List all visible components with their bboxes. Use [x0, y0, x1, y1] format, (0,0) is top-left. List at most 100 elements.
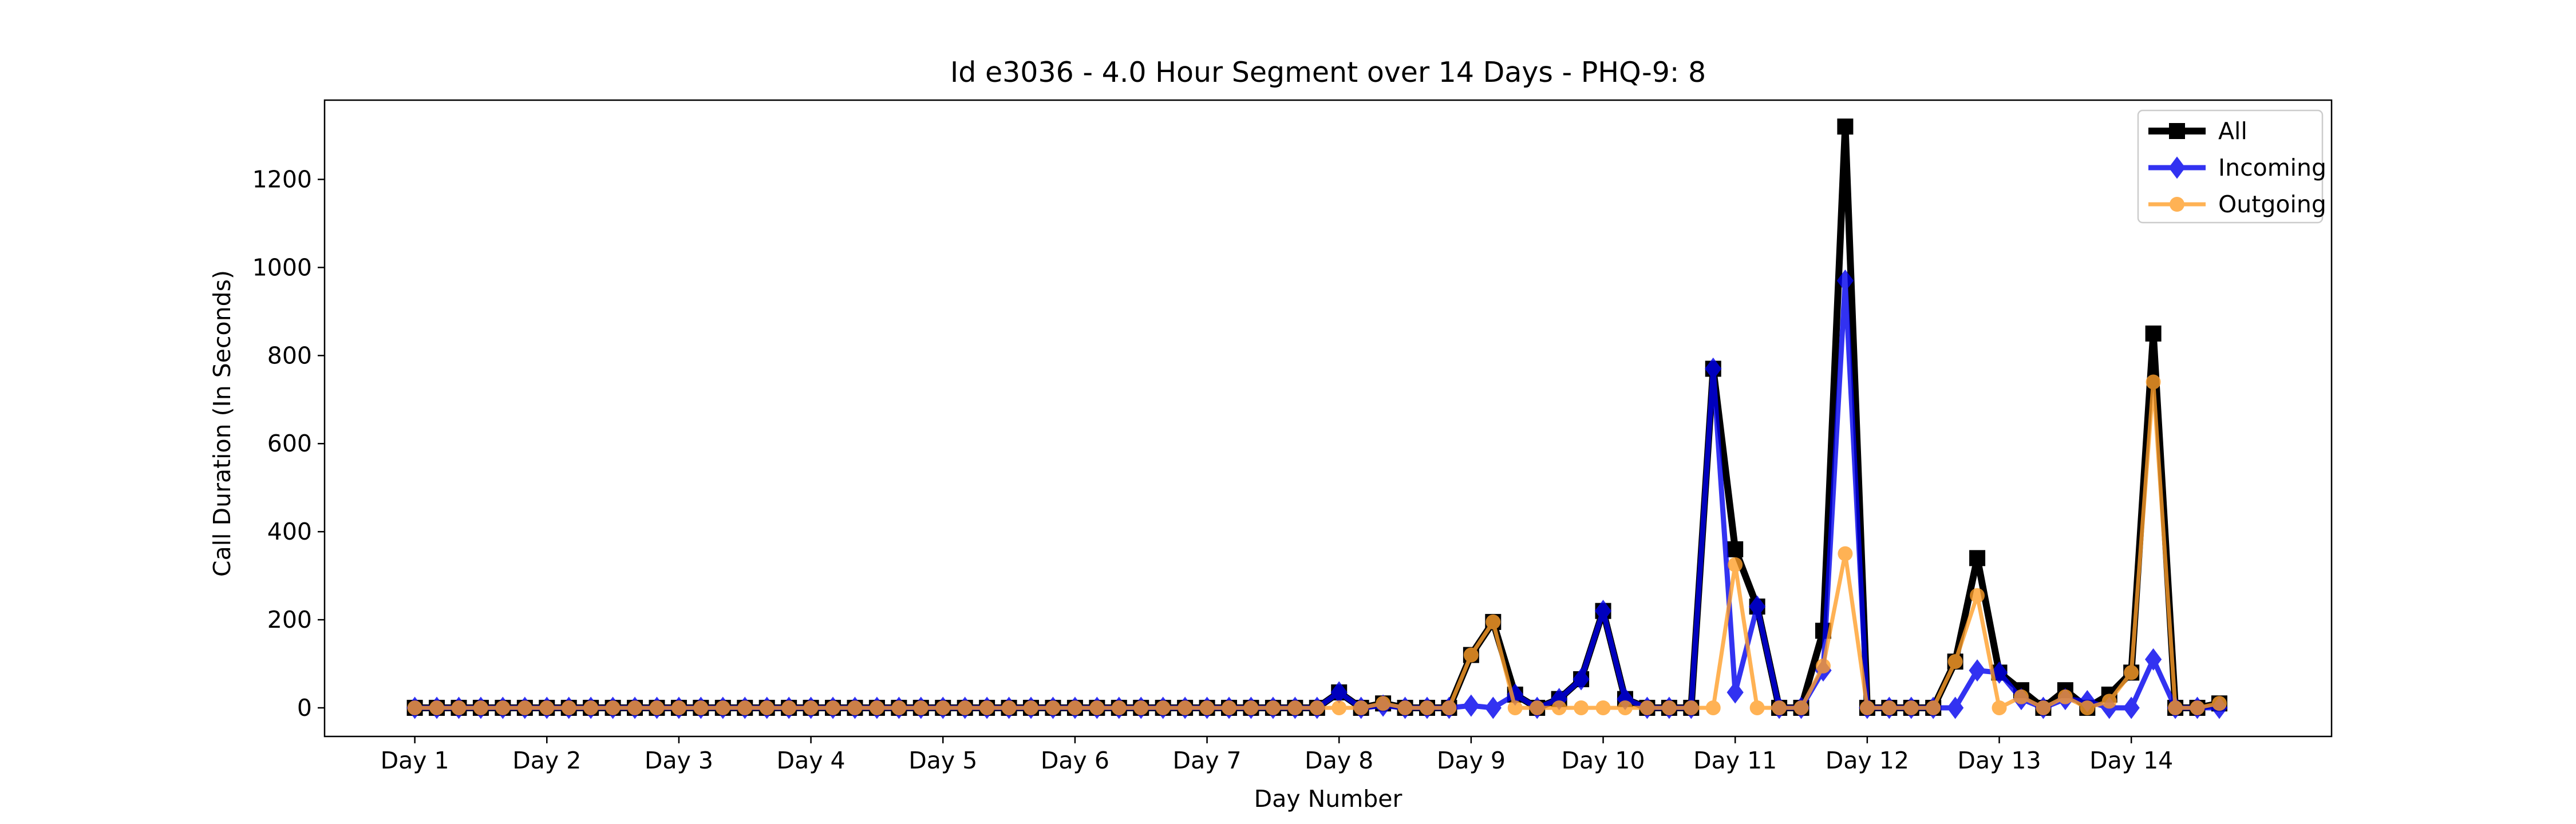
x-tick-label: Day 7 — [1173, 747, 1242, 774]
data-point-outgoing — [759, 700, 775, 715]
data-point-outgoing — [1178, 700, 1193, 715]
plot-frame — [323, 99, 2333, 738]
data-point-outgoing — [1970, 588, 1985, 603]
data-point-incoming — [1969, 659, 1986, 682]
data-point-outgoing — [2168, 700, 2183, 715]
data-point-outgoing — [825, 700, 841, 715]
data-point-incoming — [1573, 668, 1590, 691]
data-point-outgoing — [1155, 700, 1171, 715]
data-point-outgoing — [2036, 700, 2051, 715]
data-point-outgoing — [1419, 700, 1435, 715]
data-point-incoming — [2123, 696, 2140, 719]
data-point-incoming — [2144, 648, 2162, 671]
x-axis-title: Day Number — [1254, 785, 1402, 813]
data-point-incoming — [1947, 696, 1964, 719]
data-point-outgoing — [2211, 696, 2227, 711]
legend-label: Outgoing — [2218, 191, 2326, 218]
data-point-outgoing — [1332, 700, 1347, 715]
data-point-outgoing — [935, 700, 951, 715]
data-point-outgoing — [1639, 700, 1655, 715]
legend-marker — [2169, 123, 2185, 139]
data-point-outgoing — [1530, 700, 1545, 715]
data-point-outgoing — [671, 700, 686, 715]
x-tick-label: Day 6 — [1041, 747, 1109, 774]
data-point-outgoing — [891, 700, 907, 715]
data-point-outgoing — [2101, 694, 2117, 709]
data-point-outgoing — [1309, 700, 1325, 715]
data-point-outgoing — [2124, 665, 2139, 680]
data-point-outgoing — [1441, 700, 1457, 715]
x-tick-label: Day 12 — [1826, 747, 1909, 774]
data-point-outgoing — [1507, 700, 1523, 715]
x-tick-label: Day 10 — [1561, 747, 1645, 774]
data-point-outgoing — [1397, 700, 1413, 715]
data-point-outgoing — [1199, 700, 1215, 715]
data-point-outgoing — [1838, 546, 1853, 561]
data-point-all — [1969, 550, 1986, 566]
data-point-incoming — [1330, 681, 1348, 704]
data-point-outgoing — [517, 700, 532, 715]
data-point-outgoing — [1749, 700, 1765, 715]
data-point-outgoing — [693, 700, 709, 715]
data-point-incoming — [1594, 600, 1612, 623]
data-point-outgoing — [1705, 700, 1721, 715]
data-point-outgoing — [715, 700, 730, 715]
data-point-outgoing — [605, 700, 621, 715]
data-point-all — [2145, 325, 2162, 342]
data-point-outgoing — [913, 700, 929, 715]
y-tick-label: 600 — [267, 430, 312, 457]
data-point-outgoing — [1772, 700, 1787, 715]
y-tick-label: 0 — [297, 694, 312, 722]
data-point-incoming — [1836, 270, 1854, 292]
data-point-outgoing — [803, 700, 819, 715]
series-line-all — [414, 123, 2221, 711]
data-point-outgoing — [2080, 700, 2095, 715]
series-line-incoming — [414, 278, 2219, 711]
legend-item-incoming — [2148, 156, 2206, 179]
data-point-outgoing — [1859, 700, 1875, 715]
data-point-outgoing — [1574, 700, 1589, 715]
data-point-outgoing — [1089, 700, 1105, 715]
data-point-incoming — [1463, 694, 1480, 717]
data-point-incoming — [1726, 681, 1744, 704]
data-point-outgoing — [451, 700, 467, 715]
y-tick-label: 800 — [267, 342, 312, 369]
data-point-outgoing — [1992, 700, 2007, 715]
series-all — [406, 118, 2227, 716]
x-tick-label: Day 13 — [1957, 747, 2041, 774]
x-tick-label: Day 5 — [908, 747, 977, 774]
data-point-outgoing — [1045, 700, 1061, 715]
data-point-outgoing — [1265, 700, 1281, 715]
y-tick-label: 1000 — [252, 253, 312, 281]
data-point-outgoing — [2190, 700, 2205, 715]
data-point-outgoing — [1376, 696, 1391, 711]
legend-label: Incoming — [2218, 154, 2326, 181]
data-point-outgoing — [2013, 689, 2029, 704]
data-point-outgoing — [1067, 700, 1082, 715]
data-point-outgoing — [561, 700, 576, 715]
data-point-outgoing — [1133, 700, 1149, 715]
legend-item-outgoing — [2148, 197, 2206, 212]
data-point-outgoing — [1551, 700, 1567, 715]
legend-item-all — [2148, 123, 2206, 139]
legend-marker — [2170, 197, 2184, 212]
x-tick-label: Day 1 — [381, 747, 449, 774]
data-point-outgoing — [1595, 700, 1611, 715]
data-point-outgoing — [473, 700, 488, 715]
legend-label: All — [2218, 117, 2247, 145]
data-point-incoming — [1484, 696, 1502, 719]
data-point-outgoing — [495, 700, 511, 715]
data-point-outgoing — [2146, 374, 2161, 390]
data-point-outgoing — [1926, 700, 1941, 715]
x-tick-label: Day 14 — [2089, 747, 2173, 774]
data-point-outgoing — [539, 700, 555, 715]
data-point-outgoing — [1815, 658, 1831, 674]
data-point-outgoing — [1463, 647, 1479, 663]
data-point-outgoing — [869, 700, 884, 715]
data-point-outgoing — [1243, 700, 1259, 715]
data-point-outgoing — [627, 700, 643, 715]
chart-title: Id e3036 - 4.0 Hour Segment over 14 Days… — [950, 56, 1706, 89]
data-point-outgoing — [979, 700, 995, 715]
